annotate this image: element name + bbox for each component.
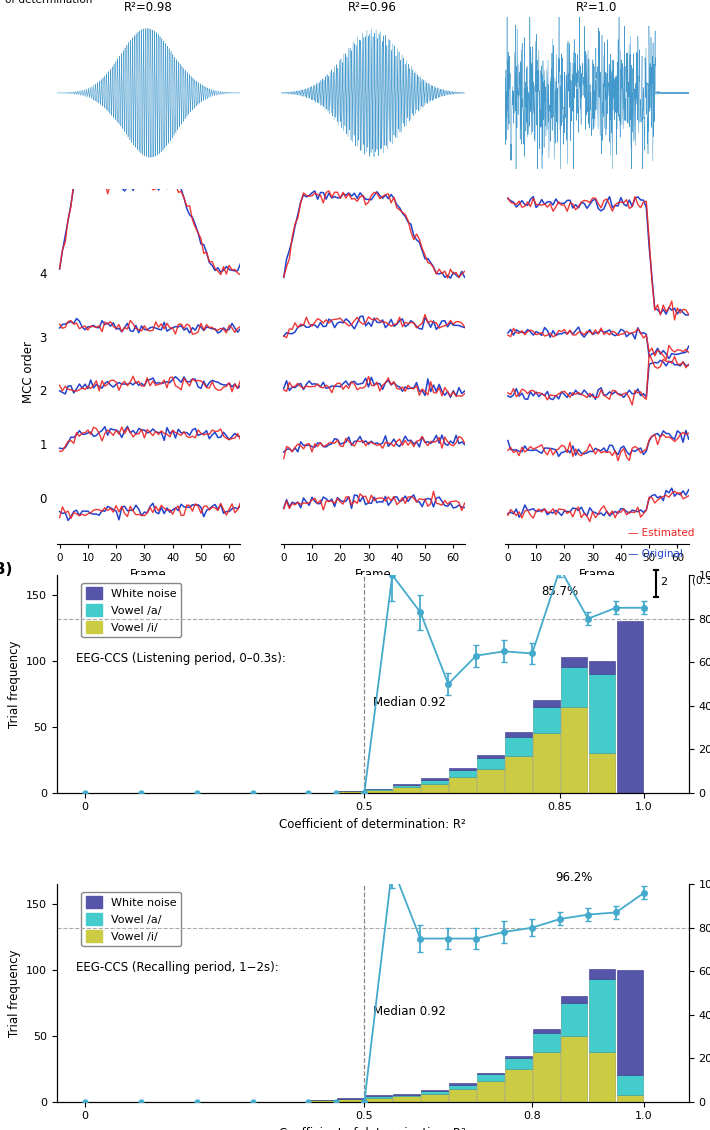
Bar: [561, 657, 587, 668]
Text: Median 0.92: Median 0.92: [373, 696, 446, 709]
Text: R²=0.98: R²=0.98: [124, 1, 173, 14]
Bar: [337, 1097, 364, 1099]
Bar: [337, 791, 364, 793]
Bar: [589, 968, 616, 979]
Bar: [365, 1097, 392, 1102]
Text: 4: 4: [40, 268, 47, 281]
Bar: [421, 1094, 448, 1102]
Bar: [505, 738, 532, 756]
Bar: [561, 707, 587, 793]
Y-axis label: Trial frequency: Trial frequency: [8, 641, 21, 728]
Bar: [365, 1095, 392, 1096]
Bar: [505, 732, 532, 738]
Text: — Original: — Original: [628, 549, 683, 558]
Bar: [476, 1074, 503, 1080]
Text: — Estimated: — Estimated: [628, 529, 694, 538]
Bar: [365, 789, 392, 790]
Bar: [393, 788, 420, 793]
Text: (B): (B): [0, 562, 13, 577]
Bar: [476, 1072, 503, 1074]
Text: 1: 1: [40, 440, 47, 452]
Bar: [505, 1069, 532, 1102]
Bar: [589, 1052, 616, 1102]
Bar: [449, 767, 476, 771]
Bar: [449, 777, 476, 793]
Bar: [449, 1084, 476, 1085]
Bar: [505, 1058, 532, 1069]
Text: 2: 2: [40, 385, 47, 399]
Bar: [421, 783, 448, 793]
Bar: [589, 979, 616, 1052]
Text: Median 0.92: Median 0.92: [373, 1005, 446, 1018]
Bar: [532, 707, 559, 733]
Bar: [532, 1029, 559, 1033]
Bar: [421, 1092, 448, 1094]
Text: R²=1.0: R²=1.0: [577, 1, 618, 14]
Bar: [589, 661, 616, 675]
Bar: [589, 754, 616, 793]
Bar: [476, 1080, 503, 1102]
Text: MCC order: MCC order: [22, 341, 35, 403]
Bar: [561, 1036, 587, 1102]
Text: EEG-CCS (Listening period, 0–0.3s):: EEG-CCS (Listening period, 0–0.3s):: [76, 652, 285, 666]
X-axis label: Coefficient of determination: R²: Coefficient of determination: R²: [279, 818, 466, 831]
Text: (1 frame = 0.005 s): (1 frame = 0.005 s): [57, 622, 159, 632]
Bar: [449, 771, 476, 777]
Text: R²=0.96: R²=0.96: [349, 1, 397, 14]
Y-axis label: Trial frequency: Trial frequency: [8, 949, 21, 1036]
Bar: [365, 1096, 392, 1097]
Text: (0.3 s): (0.3 s): [692, 575, 710, 585]
X-axis label: Coefficient of determination: R²: Coefficient of determination: R²: [279, 1127, 466, 1130]
Text: 2: 2: [660, 577, 667, 586]
Bar: [616, 622, 643, 793]
Text: 96.2%: 96.2%: [555, 871, 593, 884]
Bar: [532, 733, 559, 793]
Bar: [505, 1055, 532, 1058]
Text: Coefficient
of determination: Coefficient of determination: [6, 0, 93, 6]
X-axis label: Frame: Frame: [130, 568, 167, 581]
Bar: [561, 997, 587, 1002]
Legend: White noise, Vowel /a/, Vowel /i/: White noise, Vowel /a/, Vowel /i/: [82, 892, 181, 946]
Text: 3: 3: [40, 332, 47, 345]
Bar: [421, 1089, 448, 1092]
Bar: [393, 783, 420, 785]
Legend: White noise, Vowel /a/, Vowel /i/: White noise, Vowel /a/, Vowel /i/: [82, 583, 181, 637]
Text: 85.7%: 85.7%: [542, 584, 579, 598]
X-axis label: Frame: Frame: [354, 568, 391, 581]
Bar: [532, 701, 559, 707]
Bar: [616, 970, 643, 1076]
Bar: [505, 756, 532, 793]
Bar: [616, 1076, 643, 1095]
Bar: [365, 790, 392, 793]
Bar: [393, 785, 420, 788]
Text: EEG-CCS (Recalling period, 1−2s):: EEG-CCS (Recalling period, 1−2s):: [76, 962, 278, 974]
Bar: [476, 770, 503, 793]
Bar: [589, 675, 616, 754]
Bar: [476, 755, 503, 758]
Bar: [393, 1095, 420, 1096]
Bar: [561, 1002, 587, 1036]
Bar: [532, 1033, 559, 1052]
X-axis label: Frame: Frame: [579, 568, 616, 581]
Bar: [616, 1095, 643, 1102]
Bar: [449, 1085, 476, 1088]
Text: 0: 0: [40, 493, 47, 506]
Bar: [421, 780, 448, 783]
Bar: [449, 1088, 476, 1102]
Bar: [532, 1052, 559, 1102]
Bar: [393, 1094, 420, 1095]
Bar: [561, 668, 587, 707]
Bar: [337, 1099, 364, 1102]
Bar: [393, 1096, 420, 1102]
Bar: [421, 779, 448, 780]
Bar: [309, 1101, 336, 1102]
Bar: [476, 758, 503, 770]
